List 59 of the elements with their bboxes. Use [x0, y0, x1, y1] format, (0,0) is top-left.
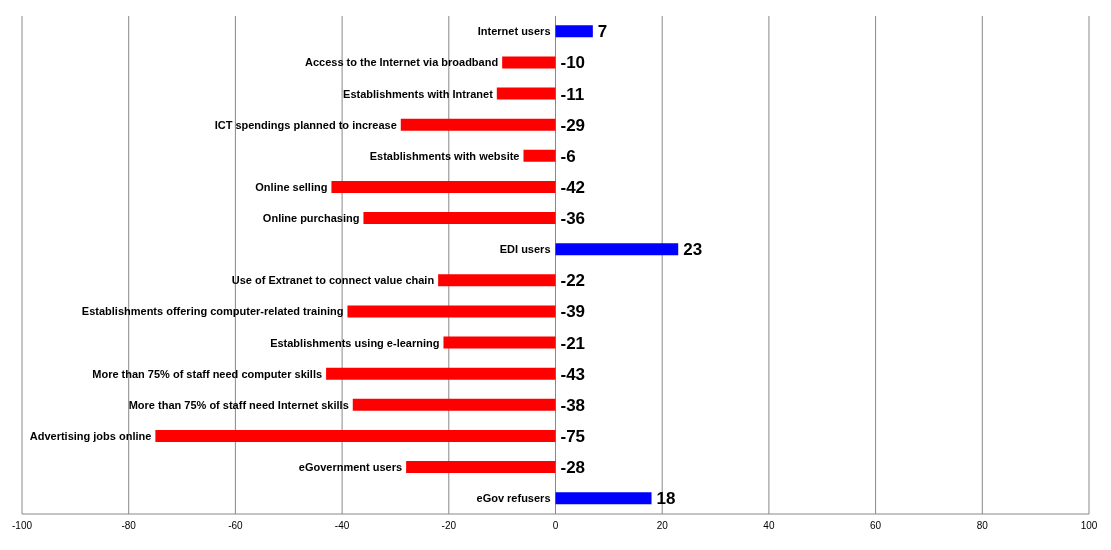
bar	[523, 149, 556, 162]
bar	[496, 87, 556, 100]
data-label: -28	[560, 458, 586, 478]
y-tick-label: Use of Extranet to connect value chain	[231, 274, 435, 287]
bar	[400, 118, 556, 131]
y-tick-label: Internet users	[477, 25, 551, 38]
y-tick-label: Establishments with Intranet	[343, 87, 494, 100]
x-tick-label: 0	[552, 520, 559, 532]
data-label: -22	[560, 271, 586, 291]
data-label: -39	[560, 302, 586, 322]
x-tick-label: 20	[656, 520, 669, 532]
data-label: -42	[560, 177, 586, 197]
bar	[443, 336, 556, 349]
y-tick-label: eGovernment users	[298, 461, 403, 474]
data-label: -11	[560, 84, 585, 104]
x-tick-label: -80	[121, 520, 137, 532]
x-tick-label: 40	[763, 520, 775, 532]
y-tick-label: Online purchasing	[262, 212, 360, 225]
data-label: 23	[683, 240, 703, 260]
y-tick-label: More than 75% of staff need computer skills	[92, 367, 323, 380]
x-tick-label: 60	[870, 520, 882, 532]
y-tick-label: Establishments using e-learning	[270, 336, 440, 349]
x-tick-label: 80	[976, 520, 989, 532]
y-tick-label: Establishments with website	[369, 149, 520, 162]
bar	[555, 492, 652, 505]
bar	[155, 429, 556, 442]
data-label: -75	[560, 426, 586, 446]
bar	[502, 56, 556, 69]
x-tick-label: -60	[228, 520, 244, 532]
x-tick-label: -20	[441, 520, 457, 532]
data-label: -6	[560, 146, 576, 166]
data-label: -29	[560, 115, 586, 135]
y-tick-label: Online selling	[255, 180, 328, 193]
data-label: -38	[560, 395, 586, 415]
bar	[352, 398, 556, 411]
x-tick-label: 100	[1080, 520, 1098, 532]
data-label: -21	[560, 333, 586, 353]
bar	[555, 243, 679, 256]
x-tick-label: -100	[11, 520, 33, 532]
y-tick-label: More than 75% of staff need Internet skills	[128, 398, 349, 411]
data-label: 7	[597, 22, 608, 42]
y-tick-label: Access to the Internet via broadband	[304, 56, 499, 69]
x-tick-label: -40	[334, 520, 350, 532]
y-tick-label: eGov refusers	[476, 492, 551, 505]
bar	[326, 367, 556, 380]
bar	[347, 305, 556, 318]
bar	[331, 180, 556, 193]
y-tick-label: ICT spendings planned to increase	[214, 118, 397, 131]
data-label: -10	[560, 53, 586, 73]
y-tick-label: EDI users	[499, 243, 551, 256]
y-tick-label: Establishments offering computer-related training	[81, 305, 344, 318]
y-tick-label: Advertising jobs online	[29, 429, 152, 442]
bar	[555, 25, 593, 38]
bar	[406, 461, 556, 474]
bar	[363, 212, 556, 225]
data-label: -43	[560, 364, 586, 384]
data-label: 18	[656, 489, 676, 509]
bar	[438, 274, 556, 287]
data-label: -36	[560, 209, 586, 229]
